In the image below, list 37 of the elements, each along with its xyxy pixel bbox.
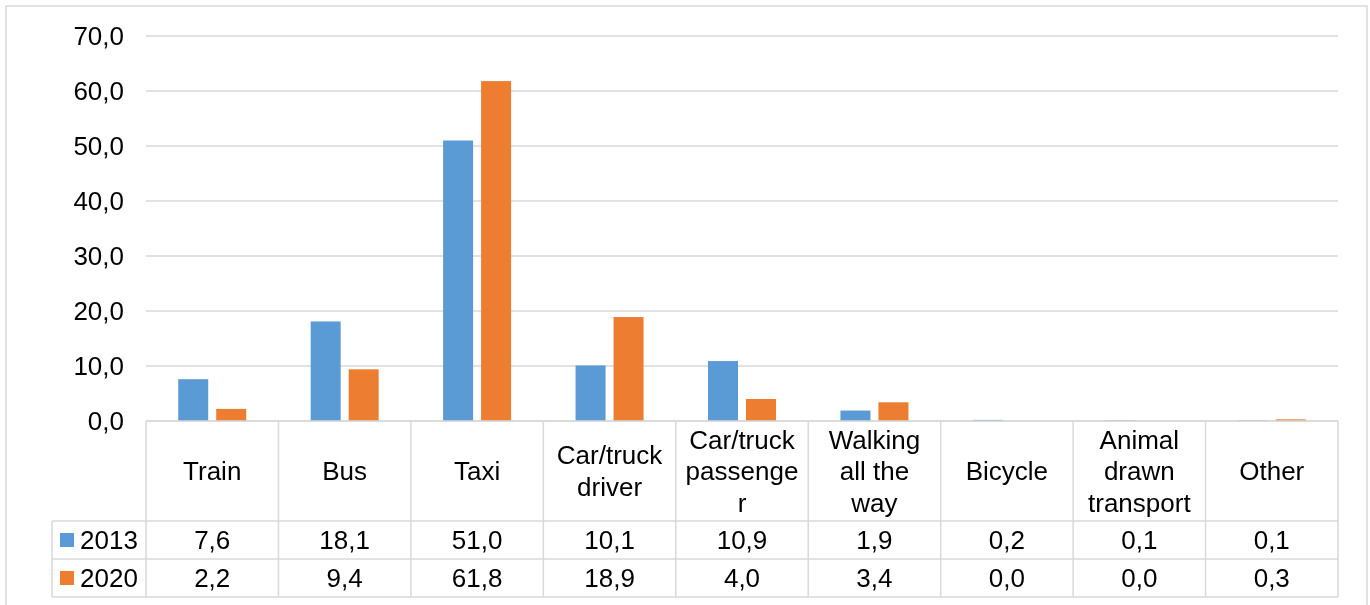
- y-tick-label: 50,0: [73, 131, 124, 162]
- y-tick-label: 70,0: [73, 21, 124, 52]
- x-tick-label: Car/truck driver: [556, 440, 664, 502]
- y-tick-label: 60,0: [73, 76, 124, 107]
- data-label: 2,2: [194, 563, 231, 594]
- data-label: 18,1: [319, 525, 370, 556]
- y-tick-label: 30,0: [73, 241, 124, 272]
- data-label: 4,0: [723, 563, 761, 594]
- x-tick-label: Bus: [322, 456, 368, 487]
- y-tick-label: 40,0: [73, 186, 124, 217]
- x-tick-label: Other: [1239, 456, 1305, 487]
- data-label: 61,8: [451, 563, 503, 594]
- x-tick-label: Taxi: [453, 456, 501, 487]
- x-tick-label: Bicycle: [965, 456, 1049, 487]
- data-label: 0,0: [1121, 563, 1158, 594]
- data-label: 10,1: [584, 525, 635, 556]
- data-label: 0,2: [988, 525, 1025, 556]
- data-label: 1,9: [856, 525, 893, 556]
- data-label: 10,9: [716, 525, 768, 556]
- x-tick-label: Animal drawn transport: [1088, 424, 1192, 518]
- y-tick-label: 0,0: [87, 406, 124, 437]
- data-label: 51,0: [451, 525, 503, 556]
- data-label: 18,9: [584, 563, 635, 594]
- legend-label: 2020: [80, 563, 138, 594]
- data-label: 7,6: [194, 525, 231, 556]
- legend-label: 2013: [80, 525, 138, 556]
- x-tick-label: Walking all the way: [828, 424, 921, 518]
- x-tick-label: Car/truck passenger: [685, 424, 799, 518]
- y-tick-label: 20,0: [73, 296, 124, 327]
- data-label: 0,3: [1253, 563, 1290, 594]
- y-tick-label: 10,0: [73, 351, 124, 382]
- data-label: 0,1: [1253, 525, 1290, 556]
- x-tick-label: Train: [183, 456, 242, 487]
- data-label: 3,4: [856, 563, 893, 594]
- data-label: 0,1: [1121, 525, 1158, 556]
- data-label: 0,0: [988, 563, 1025, 594]
- data-label: 9,4: [326, 563, 363, 594]
